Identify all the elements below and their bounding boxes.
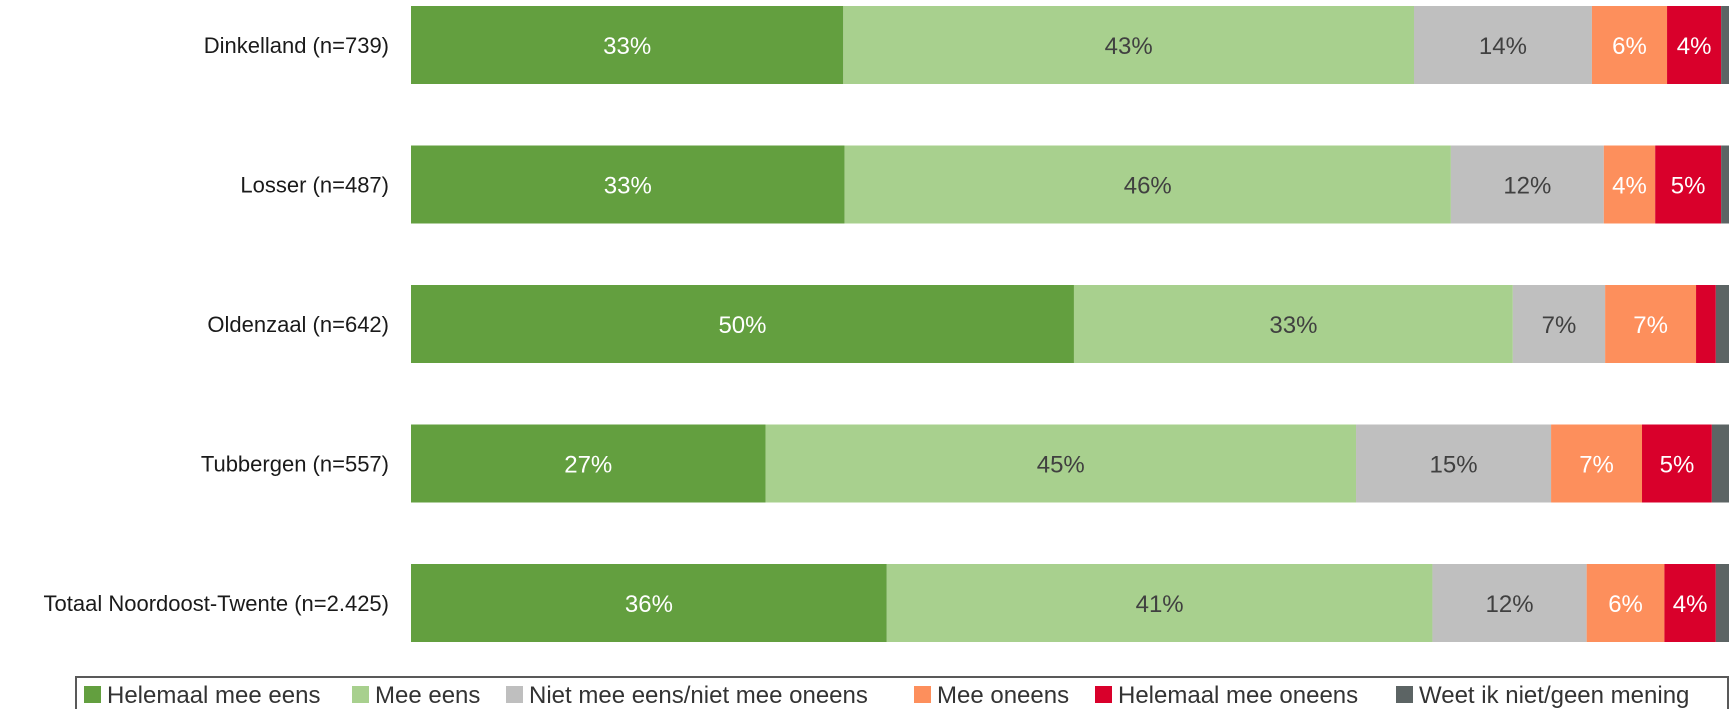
bar-segment: [1432, 564, 1587, 642]
data-label: 5%: [1660, 452, 1695, 479]
bar-segment: [1721, 145, 1729, 224]
bar-segment: [1642, 424, 1712, 503]
data-label: 33%: [604, 173, 652, 200]
bar-segment: [1073, 285, 1513, 363]
legend-swatch: [1095, 686, 1112, 703]
data-label: 33%: [1269, 312, 1317, 339]
bar-row: Tubbergen (n=557) 27% 45% 15% 7% 5%: [201, 424, 1729, 503]
data-label: 36%: [625, 591, 673, 618]
data-label: 4%: [1677, 33, 1712, 60]
data-label: 5%: [1671, 173, 1706, 200]
legend-swatch: [506, 686, 523, 703]
bar-row: Totaal Noordoost-Twente (n=2.425) 36% 41% 1…: [44, 564, 1729, 642]
bar-segment: [411, 145, 845, 224]
bars-group: Dinkelland (n=739) 33% 43% 14% 6% 4%Losser (n…: [44, 6, 1729, 642]
legend: Helemaal mee eens Mee eens Niet mee eens/n…: [75, 676, 1729, 709]
category-label: Tubbergen (n=557): [201, 452, 389, 477]
bar-segment: [1664, 564, 1716, 642]
bar-segment: [1512, 285, 1606, 363]
data-label: 41%: [1136, 591, 1184, 618]
data-label: 46%: [1124, 173, 1172, 200]
data-label: 6%: [1608, 591, 1643, 618]
bar-segment: [1551, 424, 1643, 503]
data-label: 7%: [1542, 312, 1577, 339]
bar-segment: [411, 6, 844, 84]
legend-swatch: [914, 686, 931, 703]
bar-segment: [411, 285, 1074, 363]
data-label: 7%: [1633, 312, 1668, 339]
legend-swatch: [1396, 686, 1413, 703]
legend-label: Niet mee eens/niet mee oneens: [529, 682, 868, 709]
legend-label: Weet ik niet/geen mening: [1419, 682, 1689, 709]
data-label: 4%: [1673, 591, 1708, 618]
bar-segment: [1715, 564, 1729, 642]
data-label: 45%: [1037, 452, 1085, 479]
bar-segment: [1721, 6, 1729, 84]
bar-row: Dinkelland (n=739) 33% 43% 14% 6% 4%: [204, 6, 1729, 84]
bar-segment: [1605, 285, 1697, 363]
bar-row: Oldenzaal (n=642) 50% 33% 7% 7%: [207, 285, 1729, 363]
legend-swatch: [352, 686, 369, 703]
bar-segment: [1603, 145, 1656, 224]
bar-segment: [886, 564, 1433, 642]
category-label: Oldenzaal (n=642): [207, 312, 389, 337]
bar-segment: [1667, 6, 1722, 84]
bar-segment: [1356, 424, 1552, 503]
bar-segment: [843, 6, 1414, 84]
data-label: 43%: [1105, 33, 1153, 60]
bar-segment: [1450, 145, 1604, 224]
bar-row: Losser (n=487) 33% 46% 12% 4% 5%: [240, 145, 1729, 224]
legend-label: Helemaal mee eens: [107, 682, 320, 709]
data-label: 7%: [1579, 452, 1614, 479]
category-label: Totaal Noordoost-Twente (n=2.425): [44, 591, 389, 616]
bar-segment: [1715, 285, 1729, 363]
bar-segment: [1591, 6, 1668, 84]
bar-segment: [1696, 285, 1716, 363]
category-label: Losser (n=487): [240, 173, 389, 198]
legend-frame: [75, 676, 1729, 709]
bar-segment: [411, 564, 887, 642]
data-label: 12%: [1486, 591, 1534, 618]
bar-segment: [411, 424, 766, 503]
data-label: 4%: [1612, 173, 1647, 200]
bar-segment: [1414, 6, 1592, 84]
legend-label: Helemaal mee oneens: [1118, 682, 1358, 709]
legend-label: Mee eens: [375, 682, 480, 709]
data-label: 12%: [1503, 173, 1551, 200]
data-label: 27%: [564, 452, 612, 479]
data-label: 14%: [1479, 33, 1527, 60]
data-label: 6%: [1612, 33, 1647, 60]
data-label: 15%: [1430, 452, 1478, 479]
bar-segment: [1586, 564, 1665, 642]
legend-label: Mee oneens: [937, 682, 1069, 709]
data-label: 50%: [718, 312, 766, 339]
legend-swatch: [84, 686, 101, 703]
bar-segment: [765, 424, 1356, 503]
category-label: Dinkelland (n=739): [204, 33, 389, 58]
bar-segment: [844, 145, 1451, 224]
bar-segment: [1655, 145, 1722, 224]
data-label: 33%: [603, 33, 651, 60]
bar-segment: [1711, 424, 1729, 503]
